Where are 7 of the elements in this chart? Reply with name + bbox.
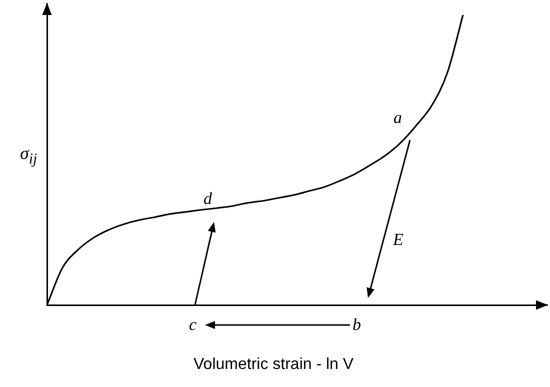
text: b <box>352 315 361 335</box>
annotation: a <box>394 108 402 128</box>
annotation: E <box>393 230 404 250</box>
x-axis-title: Volumetric strain - ln V <box>194 356 354 374</box>
y-axis-title: σ$_{ij}$ <box>20 143 38 169</box>
annotation: d <box>204 189 212 209</box>
text: c <box>189 315 197 335</box>
